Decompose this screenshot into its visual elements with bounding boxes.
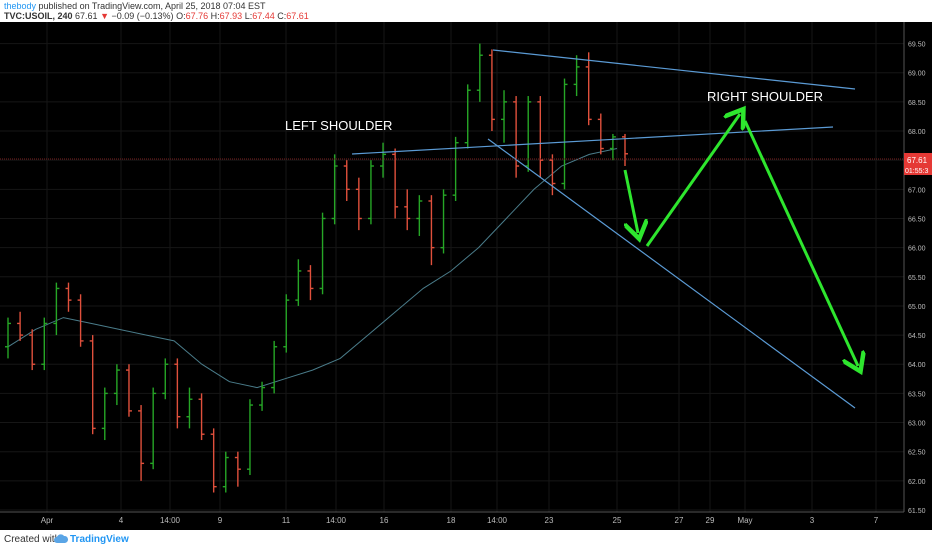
x-tick-label: 11: [282, 516, 291, 525]
chart-header: thebody published on TradingView.com, Ap…: [0, 0, 932, 22]
publish-info: published on TradingView.com, April 25, …: [38, 1, 266, 11]
x-tick-label: 23: [545, 516, 554, 525]
open-label: O:: [176, 11, 186, 21]
tradingview-brand-link[interactable]: TradingView: [70, 534, 129, 545]
publish-line: thebody published on TradingView.com, Ap…: [4, 1, 266, 11]
price-axis[interactable]: 61.50 62.00 62.50 63.00 63.50 64.00 64.50 65.00…: [903, 22, 926, 515]
trendlines-layer: LEFT SHOULDER RIGHT SHOULDER: [0, 49, 904, 409]
x-tick-label: 27: [675, 516, 684, 525]
x-tick-label: 16: [380, 516, 389, 525]
price-label-countdown: 01:55:3: [905, 168, 928, 175]
left-shoulder-label: LEFT SHOULDER: [285, 118, 392, 133]
y-tick-label: 64.00: [908, 362, 926, 369]
y-tick-label: 65.50: [908, 275, 926, 282]
projection-arrow-up: [645, 114, 740, 247]
y-tick-label: 68.50: [908, 100, 926, 107]
y-tick-label: 62.50: [908, 450, 926, 457]
right-shoulder-label: RIGHT SHOULDER: [707, 89, 823, 104]
y-tick-label: 66.00: [908, 246, 926, 253]
close-label: C:: [277, 11, 287, 21]
x-tick-label: Apr: [41, 516, 54, 525]
price-label-value: 67.61: [907, 156, 928, 165]
y-tick-label: 67.00: [908, 187, 926, 194]
close-value: 67.61: [286, 11, 309, 21]
low-value: 67.44: [252, 11, 275, 21]
lower-channel-trendline[interactable]: [487, 138, 856, 409]
last-price: 67.61: [75, 11, 98, 21]
chart-footer: Created with TradingView: [0, 530, 932, 550]
x-tick-label: 29: [706, 516, 715, 525]
x-tick-label: 4: [119, 516, 124, 525]
chart-canvas[interactable]: LEFT SHOULDER RIGHT SHOULDER 61.5062.006…: [0, 22, 932, 530]
x-tick-label: May: [737, 516, 752, 525]
y-tick-label: 65.00: [908, 304, 926, 311]
x-tick-label: 25: [613, 516, 622, 525]
upper-resistance-trendline[interactable]: [492, 49, 856, 90]
high-value: 67.93: [219, 11, 243, 21]
x-tick-label: 3: [810, 516, 815, 525]
moving-average-line: [7, 148, 618, 389]
tradingview-cloud-icon: [54, 534, 68, 543]
y-tick-label: 69.50: [908, 42, 926, 49]
neckline-trendline[interactable]: [351, 126, 834, 155]
y-tick-label: 61.50: [908, 508, 926, 515]
y-tick-label: 62.00: [908, 479, 926, 486]
y-tick-label: 68.00: [908, 129, 926, 136]
candles-layer: [5, 43, 628, 493]
created-with-label: Created with: [4, 534, 61, 545]
x-tick-label: 9: [218, 516, 223, 525]
y-tick-label: 66.50: [908, 216, 926, 223]
x-tick-label: 18: [447, 516, 456, 525]
open-value: 67.76: [185, 11, 209, 21]
high-label: H:: [210, 11, 220, 21]
price-chart[interactable]: LEFT SHOULDER RIGHT SHOULDER 61.50 62.00 6…: [0, 22, 932, 530]
x-tick-label: 14:00: [487, 516, 508, 525]
projection-arrow-down-2: [743, 120, 858, 366]
grid-lines: [0, 22, 904, 512]
change-value: −0.09 (−0.13%): [111, 11, 174, 21]
x-tick-label: 7: [874, 516, 879, 525]
x-tick-label: 14:00: [326, 516, 347, 525]
price-label: 67.61 01:55:3: [904, 153, 932, 175]
y-tick-label: 64.50: [908, 333, 926, 340]
moving-average-layer: [7, 148, 618, 389]
time-axis[interactable]: Apr 4 14:00 9 11 14:00 16 18 14:00 23 25 27 29 May 3 7: [0, 511, 904, 525]
y-tick-label: 69.00: [908, 71, 926, 78]
low-label: L:: [244, 11, 253, 21]
ohlc-line: TVC:USOIL, 240 67.61 ▼ −0.09 (−0.13%) O:…: [4, 11, 309, 21]
author-link[interactable]: thebody: [4, 1, 37, 11]
symbol-interval: TVC:USOIL, 240: [4, 11, 73, 21]
y-tick-label: 63.50: [908, 391, 926, 398]
y-tick-label: 63.00: [908, 421, 926, 428]
x-tick-label: 14:00: [160, 516, 181, 525]
projection-arrow-down-1: [623, 169, 638, 233]
down-arrow-icon: ▼: [100, 11, 109, 21]
